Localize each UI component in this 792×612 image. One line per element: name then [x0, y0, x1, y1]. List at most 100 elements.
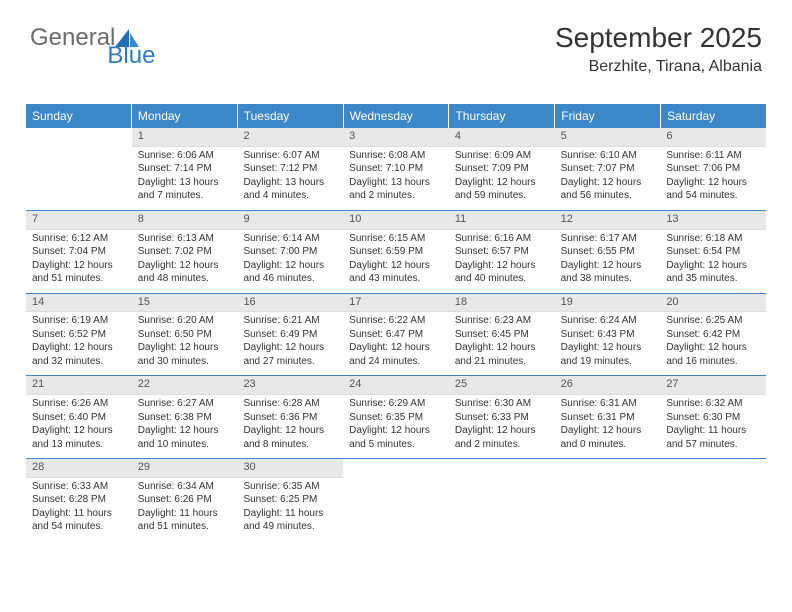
sunrise-text: Sunrise: 6:14 AM	[243, 233, 337, 246]
sunrise-text: Sunrise: 6:26 AM	[32, 398, 126, 411]
sunset-text: Sunset: 6:52 PM	[32, 329, 126, 342]
day-number: 30	[237, 459, 343, 478]
day-body: Sunrise: 6:27 AMSunset: 6:38 PMDaylight:…	[132, 395, 238, 458]
sunrise-text: Sunrise: 6:07 AM	[243, 150, 337, 163]
daylight-text: and 54 minutes.	[666, 190, 760, 203]
day-cell: 18Sunrise: 6:23 AMSunset: 6:45 PMDayligh…	[449, 294, 555, 376]
daylight-text: and 59 minutes.	[455, 190, 549, 203]
day-header: Thursday	[449, 104, 555, 128]
day-number: 29	[132, 459, 238, 478]
day-number: 27	[660, 376, 766, 395]
daylight-text: Daylight: 12 hours	[32, 260, 126, 273]
day-number: 26	[555, 376, 661, 395]
day-body: Sunrise: 6:26 AMSunset: 6:40 PMDaylight:…	[26, 395, 132, 458]
daylight-text: Daylight: 12 hours	[455, 177, 549, 190]
daylight-text: Daylight: 13 hours	[138, 177, 232, 190]
sunset-text: Sunset: 6:42 PM	[666, 329, 760, 342]
day-number: 7	[26, 211, 132, 230]
day-body: Sunrise: 6:14 AMSunset: 7:00 PMDaylight:…	[237, 230, 343, 293]
day-body: Sunrise: 6:23 AMSunset: 6:45 PMDaylight:…	[449, 312, 555, 375]
day-cell: 13Sunrise: 6:18 AMSunset: 6:54 PMDayligh…	[660, 211, 766, 293]
daylight-text: Daylight: 12 hours	[561, 425, 655, 438]
day-body: Sunrise: 6:16 AMSunset: 6:57 PMDaylight:…	[449, 230, 555, 293]
day-cell: 21Sunrise: 6:26 AMSunset: 6:40 PMDayligh…	[26, 376, 132, 458]
sunrise-text: Sunrise: 6:29 AM	[349, 398, 443, 411]
daylight-text: Daylight: 13 hours	[243, 177, 337, 190]
sunset-text: Sunset: 7:02 PM	[138, 246, 232, 259]
daylight-text: Daylight: 12 hours	[561, 260, 655, 273]
day-number: 20	[660, 294, 766, 313]
day-cell: 10Sunrise: 6:15 AMSunset: 6:59 PMDayligh…	[343, 211, 449, 293]
sunrise-text: Sunrise: 6:23 AM	[455, 315, 549, 328]
day-number: 10	[343, 211, 449, 230]
sunset-text: Sunset: 7:09 PM	[455, 163, 549, 176]
day-cell	[555, 459, 661, 541]
day-body: Sunrise: 6:32 AMSunset: 6:30 PMDaylight:…	[660, 395, 766, 458]
day-cell: 30Sunrise: 6:35 AMSunset: 6:25 PMDayligh…	[237, 459, 343, 541]
header: September 2025 Berzhite, Tirana, Albania	[555, 22, 762, 76]
sunrise-text: Sunrise: 6:19 AM	[32, 315, 126, 328]
sunrise-text: Sunrise: 6:09 AM	[455, 150, 549, 163]
daylight-text: and 51 minutes.	[138, 521, 232, 534]
day-header-row: Sunday Monday Tuesday Wednesday Thursday…	[26, 104, 766, 128]
day-header: Tuesday	[238, 104, 344, 128]
daylight-text: and 43 minutes.	[349, 273, 443, 286]
daylight-text: Daylight: 13 hours	[349, 177, 443, 190]
daylight-text: and 38 minutes.	[561, 273, 655, 286]
daylight-text: and 54 minutes.	[32, 521, 126, 534]
location-label: Berzhite, Tirana, Albania	[555, 58, 762, 76]
daylight-text: and 2 minutes.	[455, 439, 549, 452]
sunset-text: Sunset: 6:59 PM	[349, 246, 443, 259]
day-cell	[26, 128, 132, 210]
day-cell: 15Sunrise: 6:20 AMSunset: 6:50 PMDayligh…	[132, 294, 238, 376]
day-body: Sunrise: 6:24 AMSunset: 6:43 PMDaylight:…	[555, 312, 661, 375]
sunrise-text: Sunrise: 6:06 AM	[138, 150, 232, 163]
day-number: 23	[237, 376, 343, 395]
day-body: Sunrise: 6:21 AMSunset: 6:49 PMDaylight:…	[237, 312, 343, 375]
day-cell: 7Sunrise: 6:12 AMSunset: 7:04 PMDaylight…	[26, 211, 132, 293]
day-body: Sunrise: 6:28 AMSunset: 6:36 PMDaylight:…	[237, 395, 343, 458]
day-body: Sunrise: 6:06 AMSunset: 7:14 PMDaylight:…	[132, 147, 238, 210]
daylight-text: and 56 minutes.	[561, 190, 655, 203]
sunset-text: Sunset: 7:07 PM	[561, 163, 655, 176]
day-body: Sunrise: 6:20 AMSunset: 6:50 PMDaylight:…	[132, 312, 238, 375]
day-cell: 5Sunrise: 6:10 AMSunset: 7:07 PMDaylight…	[555, 128, 661, 210]
day-body: Sunrise: 6:34 AMSunset: 6:26 PMDaylight:…	[132, 478, 238, 541]
day-body: Sunrise: 6:13 AMSunset: 7:02 PMDaylight:…	[132, 230, 238, 293]
day-body: Sunrise: 6:22 AMSunset: 6:47 PMDaylight:…	[343, 312, 449, 375]
day-cell: 8Sunrise: 6:13 AMSunset: 7:02 PMDaylight…	[132, 211, 238, 293]
week-row: 14Sunrise: 6:19 AMSunset: 6:52 PMDayligh…	[26, 293, 766, 376]
daylight-text: and 24 minutes.	[349, 356, 443, 369]
sunrise-text: Sunrise: 6:08 AM	[349, 150, 443, 163]
daylight-text: and 40 minutes.	[455, 273, 549, 286]
sunrise-text: Sunrise: 6:13 AM	[138, 233, 232, 246]
daylight-text: Daylight: 12 hours	[666, 260, 760, 273]
day-cell	[449, 459, 555, 541]
sunrise-text: Sunrise: 6:22 AM	[349, 315, 443, 328]
daylight-text: Daylight: 12 hours	[349, 342, 443, 355]
daylight-text: and 27 minutes.	[243, 356, 337, 369]
daylight-text: Daylight: 12 hours	[455, 260, 549, 273]
sunrise-text: Sunrise: 6:17 AM	[561, 233, 655, 246]
day-body: Sunrise: 6:08 AMSunset: 7:10 PMDaylight:…	[343, 147, 449, 210]
daylight-text: and 4 minutes.	[243, 190, 337, 203]
day-body: Sunrise: 6:15 AMSunset: 6:59 PMDaylight:…	[343, 230, 449, 293]
week-row: 1Sunrise: 6:06 AMSunset: 7:14 PMDaylight…	[26, 128, 766, 210]
day-cell: 4Sunrise: 6:09 AMSunset: 7:09 PMDaylight…	[449, 128, 555, 210]
day-number: 5	[555, 128, 661, 147]
daylight-text: Daylight: 12 hours	[138, 425, 232, 438]
day-number: 24	[343, 376, 449, 395]
daylight-text: and 57 minutes.	[666, 439, 760, 452]
sunrise-text: Sunrise: 6:24 AM	[561, 315, 655, 328]
sunrise-text: Sunrise: 6:20 AM	[138, 315, 232, 328]
day-cell: 16Sunrise: 6:21 AMSunset: 6:49 PMDayligh…	[237, 294, 343, 376]
brand-logo: General Blue	[30, 24, 191, 52]
day-number: 11	[449, 211, 555, 230]
daylight-text: Daylight: 11 hours	[32, 508, 126, 521]
day-body: Sunrise: 6:31 AMSunset: 6:31 PMDaylight:…	[555, 395, 661, 458]
day-cell: 25Sunrise: 6:30 AMSunset: 6:33 PMDayligh…	[449, 376, 555, 458]
daylight-text: Daylight: 12 hours	[666, 177, 760, 190]
day-number: 8	[132, 211, 238, 230]
daylight-text: and 35 minutes.	[666, 273, 760, 286]
day-cell: 24Sunrise: 6:29 AMSunset: 6:35 PMDayligh…	[343, 376, 449, 458]
